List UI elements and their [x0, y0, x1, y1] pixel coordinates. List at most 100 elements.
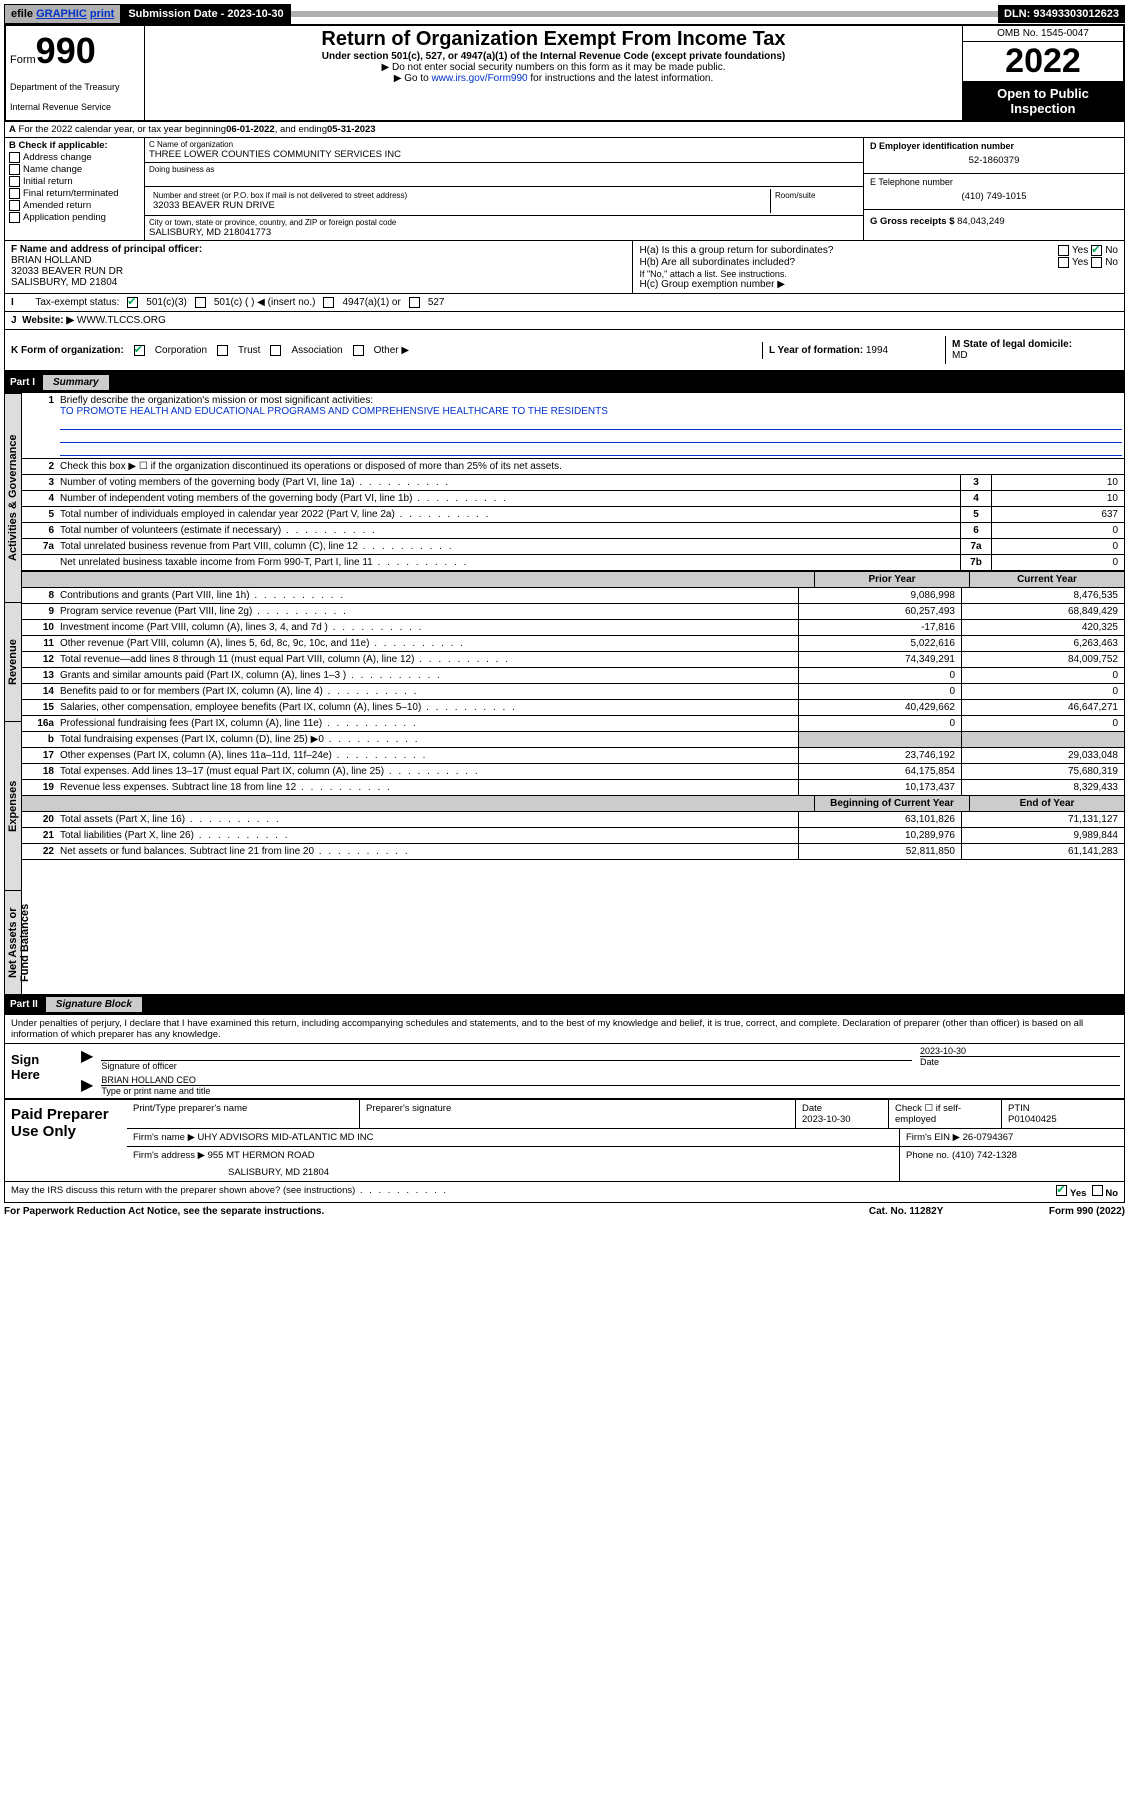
summary-line: 9Program service revenue (Part VIII, lin…	[22, 604, 1124, 620]
chk-amended[interactable]: Amended return	[23, 200, 91, 211]
sig-officer-line: Signature of officer	[101, 1060, 912, 1071]
summary-line: 6Total number of volunteers (estimate if…	[22, 523, 1124, 539]
summary-line: 4Number of independent voting members of…	[22, 491, 1124, 507]
summary-line: 18Total expenses. Add lines 13–17 (must …	[22, 764, 1124, 780]
row-a-tax-year: A For the 2022 calendar year, or tax yea…	[5, 122, 1124, 138]
form-word: Form	[10, 54, 36, 66]
row-l: L Year of formation: 1994	[762, 342, 945, 359]
summary-line: 15Salaries, other compensation, employee…	[22, 700, 1124, 716]
summary-line: 11Other revenue (Part VIII, column (A), …	[22, 636, 1124, 652]
hdr-begin-year: Beginning of Current Year	[814, 796, 969, 811]
sig-date: 2023-10-30	[920, 1046, 1120, 1056]
part2-header: Part II Signature Block	[4, 994, 1125, 1015]
summary-line: 13Grants and similar amounts paid (Part …	[22, 668, 1124, 684]
vtab-netassets: Net Assets or Fund Balances	[4, 890, 22, 994]
block-g: G Gross receipts $ 84,043,249	[864, 210, 1124, 233]
may-irs-discuss: May the IRS discuss this return with the…	[11, 1185, 1056, 1199]
submission-date: Submission Date - 2023-10-30	[121, 4, 290, 24]
summary-line: Net unrelated business taxable income fr…	[22, 555, 1124, 571]
prep-sig-hdr: Preparer's signature	[359, 1100, 795, 1128]
vtab-revenue: Revenue	[4, 602, 22, 721]
vtab-expenses: Expenses	[4, 721, 22, 890]
summary-line: 3Number of voting members of the governi…	[22, 475, 1124, 491]
irs-label: Internal Revenue Service	[10, 102, 140, 112]
print-link[interactable]: print	[90, 8, 114, 20]
part1-body: Activities & Governance Revenue Expenses…	[4, 393, 1125, 994]
block-c-address: Number and street (or P.O. box if mail i…	[145, 187, 863, 216]
mission-text[interactable]: TO PROMOTE HEALTH AND EDUCATIONAL PROGRA…	[60, 406, 608, 417]
footer-catno: Cat. No. 11282Y	[869, 1206, 1049, 1217]
row-j-website: J Website: ▶ WWW.TLCCS.ORG	[5, 312, 1124, 330]
form-note-goto: ▶ Go to www.irs.gov/Form990 for instruct…	[151, 73, 956, 84]
firm-phone: Phone no. (410) 742-1328	[899, 1147, 1124, 1181]
summary-line: 19Revenue less expenses. Subtract line 1…	[22, 780, 1124, 796]
paid-preparer-label: Paid Preparer Use Only	[5, 1100, 127, 1181]
summary-line: 7aTotal unrelated business revenue from …	[22, 539, 1124, 555]
prep-name-hdr: Print/Type preparer's name	[127, 1100, 359, 1128]
chk-corporation[interactable]	[134, 345, 145, 356]
chk-name-change[interactable]: Name change	[23, 164, 82, 175]
footer-form: Form 990 (2022)	[1049, 1206, 1125, 1217]
vtab-governance: Activities & Governance	[4, 393, 22, 602]
hdr-prior-year: Prior Year	[814, 572, 969, 587]
firm-ein: Firm's EIN ▶ 26-0794367	[899, 1129, 1124, 1146]
chk-address-change[interactable]: Address change	[23, 152, 92, 163]
form-note-ssn: ▶ Do not enter social security numbers o…	[151, 62, 956, 73]
form-subtitle: Under section 501(c), 527, or 4947(a)(1)…	[151, 51, 956, 62]
row-m: M State of legal domicile:MD	[945, 336, 1118, 364]
block-f: F Name and address of principal officer:…	[5, 241, 633, 293]
sign-here-label: Sign Here	[5, 1044, 77, 1098]
firm-name: Firm's name ▶ UHY ADVISORS MID-ATLANTIC …	[127, 1129, 899, 1146]
chk-initial-return[interactable]: Initial return	[23, 176, 73, 187]
footer-paperwork: For Paperwork Reduction Act Notice, see …	[4, 1206, 869, 1217]
topbar-spacer	[291, 11, 998, 17]
sig-name-title: BRIAN HOLLAND CEO	[101, 1075, 1120, 1085]
line2: Check this box ▶ ☐ if the organization d…	[58, 459, 1124, 474]
treasury-dept: Department of the Treasury	[10, 82, 140, 92]
mission-q: Briefly describe the organization's miss…	[60, 395, 373, 406]
summary-line: 21Total liabilities (Part X, line 26)10,…	[22, 828, 1124, 844]
prep-date: Date2023-10-30	[795, 1100, 888, 1128]
row-k: K Form of organization: Corporation Trus…	[5, 330, 1124, 371]
summary-line: 8Contributions and grants (Part VIII, li…	[22, 588, 1124, 604]
form-header: Form990 Department of the Treasury Inter…	[4, 24, 1125, 122]
block-c-city: City or town, state or province, country…	[145, 216, 863, 240]
graphic-link[interactable]: GRAPHIC	[36, 8, 87, 20]
summary-line: 16aProfessional fundraising fees (Part I…	[22, 716, 1124, 732]
form-title: Return of Organization Exempt From Incom…	[151, 28, 956, 51]
omb-number: OMB No. 1545-0047	[963, 26, 1123, 42]
summary-line: 20Total assets (Part X, line 16)63,101,8…	[22, 812, 1124, 828]
chk-501c3[interactable]	[127, 297, 138, 308]
open-to-public: Open to Public Inspection	[963, 82, 1123, 120]
hdr-current-year: Current Year	[969, 572, 1124, 587]
ha-no-checkbox[interactable]	[1091, 245, 1102, 256]
summary-line: 10Investment income (Part VIII, column (…	[22, 620, 1124, 636]
block-e: E Telephone number (410) 749-1015	[864, 174, 1124, 210]
summary-line: 17Other expenses (Part IX, column (A), l…	[22, 748, 1124, 764]
chk-final-return[interactable]: Final return/terminated	[23, 188, 119, 199]
form-number: 990	[36, 30, 96, 71]
block-c-name: C Name of organization THREE LOWER COUNT…	[145, 138, 863, 163]
summary-line: 22Net assets or fund balances. Subtract …	[22, 844, 1124, 860]
prep-self-emp[interactable]: Check ☐ if self-employed	[888, 1100, 1001, 1128]
efile-label: efile GRAPHIC print	[4, 4, 121, 24]
chk-app-pending[interactable]: Application pending	[23, 212, 106, 223]
top-bar: efile GRAPHIC print Submission Date - 20…	[4, 4, 1125, 24]
block-b: B Check if applicable: Address change Na…	[5, 138, 145, 240]
irs-link[interactable]: www.irs.gov/Form990	[431, 73, 527, 84]
summary-line: 14Benefits paid to or for members (Part …	[22, 684, 1124, 700]
block-h: H(a) Is this a group return for subordin…	[633, 241, 1124, 293]
firm-address: Firm's address ▶ 955 MT HERMON ROADSALIS…	[127, 1147, 899, 1181]
summary-line: bTotal fundraising expenses (Part IX, co…	[22, 732, 1124, 748]
tax-year: 2022	[963, 42, 1123, 82]
row-i-tax-status: I Tax-exempt status: 501(c)(3) 501(c) ( …	[5, 294, 1124, 312]
hdr-end-year: End of Year	[969, 796, 1124, 811]
part1-header: Part I Summary	[4, 372, 1125, 393]
block-d: D Employer identification number 52-1860…	[864, 138, 1124, 174]
perjury-statement: Under penalties of perjury, I declare th…	[5, 1015, 1124, 1044]
irs-discuss-yes[interactable]	[1056, 1185, 1067, 1196]
summary-line: 5Total number of individuals employed in…	[22, 507, 1124, 523]
prep-ptin: PTINP01040425	[1001, 1100, 1124, 1128]
summary-line: 12Total revenue—add lines 8 through 11 (…	[22, 652, 1124, 668]
dln-number: DLN: 93493303012623	[998, 5, 1125, 23]
